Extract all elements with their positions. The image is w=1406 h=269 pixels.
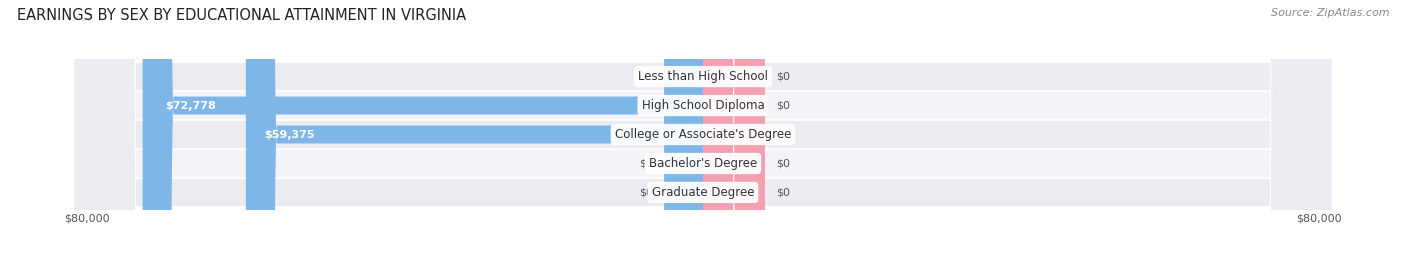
FancyBboxPatch shape (703, 0, 765, 269)
FancyBboxPatch shape (665, 0, 703, 269)
FancyBboxPatch shape (703, 0, 765, 269)
FancyBboxPatch shape (703, 0, 765, 269)
FancyBboxPatch shape (703, 0, 765, 269)
FancyBboxPatch shape (246, 0, 703, 269)
Text: Less than High School: Less than High School (638, 70, 768, 83)
Text: Source: ZipAtlas.com: Source: ZipAtlas.com (1271, 8, 1389, 18)
Text: $0: $0 (776, 72, 790, 82)
Text: $72,778: $72,778 (165, 101, 215, 111)
FancyBboxPatch shape (75, 0, 1331, 269)
FancyBboxPatch shape (75, 0, 1331, 269)
FancyBboxPatch shape (665, 0, 703, 269)
Text: $59,375: $59,375 (264, 129, 315, 140)
Text: Graduate Degree: Graduate Degree (652, 186, 754, 199)
FancyBboxPatch shape (142, 0, 703, 269)
FancyBboxPatch shape (665, 0, 703, 269)
Text: $0: $0 (776, 158, 790, 168)
FancyBboxPatch shape (703, 0, 765, 269)
Text: $0: $0 (638, 72, 652, 82)
FancyBboxPatch shape (75, 0, 1331, 269)
Text: Bachelor's Degree: Bachelor's Degree (650, 157, 756, 170)
Text: $0: $0 (776, 101, 790, 111)
Text: EARNINGS BY SEX BY EDUCATIONAL ATTAINMENT IN VIRGINIA: EARNINGS BY SEX BY EDUCATIONAL ATTAINMEN… (17, 8, 465, 23)
Text: $0: $0 (776, 187, 790, 197)
Text: $0: $0 (776, 129, 790, 140)
Text: $0: $0 (638, 187, 652, 197)
Text: High School Diploma: High School Diploma (641, 99, 765, 112)
Text: $0: $0 (638, 158, 652, 168)
FancyBboxPatch shape (75, 0, 1331, 269)
FancyBboxPatch shape (75, 0, 1331, 269)
Text: College or Associate's Degree: College or Associate's Degree (614, 128, 792, 141)
